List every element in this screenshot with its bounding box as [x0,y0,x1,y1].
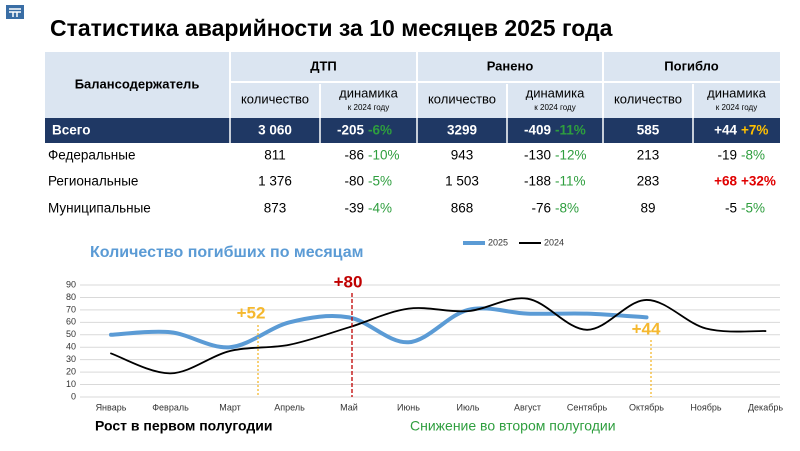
x-tick-label: Апрель [274,402,305,412]
cell-diff: -205 [337,123,365,138]
y-tick-label: 10 [66,379,76,389]
x-tick-label: Октябрь [629,402,664,412]
row-name: Региональные [48,174,138,189]
x-tick-label: Август [514,402,541,412]
cell-pct: -8% [741,148,765,163]
annotation-label: +44 [632,319,661,338]
chart-title: Количество погибших по месяцам [90,244,363,261]
cell-count: 585 [637,123,660,138]
cell-diff: +44 [714,123,737,138]
y-tick-label: 60 [66,317,76,327]
cell-pct: -6% [368,123,392,138]
table-first-header: Балансодержатель [75,76,200,91]
logo [6,5,24,19]
cell-count: 89 [640,201,655,216]
page-title: Статистика аварийности за 10 месяцев 202… [50,15,613,41]
cell-pct: -4% [368,201,392,216]
annotation-label: +52 [237,303,266,322]
subheader-count: количество [614,91,682,106]
y-tick-label: 80 [66,292,76,302]
cell-diff: +68 [714,174,737,189]
group-header: Погибло [664,58,718,73]
cell-count: 283 [637,174,660,189]
y-tick-label: 40 [66,342,76,352]
legend-label: 2025 [488,237,508,247]
cell-diff: -409 [524,123,551,138]
cell-diff: -39 [344,201,364,216]
cell-count: 213 [637,148,660,163]
cell-diff: -5 [725,201,737,216]
x-tick-label: Февраль [152,402,189,412]
cell-diff: -80 [344,174,364,189]
group-header: Ранено [487,58,534,73]
cell-pct: +32% [741,174,776,189]
y-tick-label: 0 [71,391,76,401]
subheader-count: количество [241,91,309,106]
x-tick-label: Март [219,402,241,412]
series-line [109,306,649,350]
cell-diff: -188 [524,174,551,189]
row-name: Всего [52,123,90,138]
cell-pct: -11% [555,123,586,138]
y-tick-label: 30 [66,354,76,364]
cell-pct: -5% [368,174,392,189]
cell-diff: -86 [344,148,364,163]
cell-pct: -10% [368,148,400,163]
cell-pct: -8% [555,201,579,216]
x-tick-label: Январь [96,402,127,412]
legend-label: 2024 [544,237,564,247]
x-tick-label: Декабрь [748,402,783,412]
row-name: Муниципальные [48,201,151,216]
y-tick-label: 90 [66,279,76,289]
table-header-bg [45,52,780,118]
cell-count: 3299 [447,123,477,138]
subheader-dynamics: динамика [339,85,398,100]
cell-pct: -5% [741,201,765,216]
series-line [110,297,767,375]
cell-count: 1 503 [445,174,479,189]
subheader-note: к 2024 году [716,103,757,112]
y-tick-label: 20 [66,366,76,376]
x-tick-label: Сентябрь [567,402,608,412]
cell-pct: +7% [741,123,768,138]
cell-diff: -130 [524,148,551,163]
subheader-dynamics: динамика [526,85,585,100]
cell-pct: -11% [555,174,586,189]
annotation-label: +80 [334,272,363,291]
x-tick-label: Июнь [397,402,420,412]
subheader-note: к 2024 году [348,103,389,112]
cell-pct: -12% [555,148,587,163]
cell-count: 943 [451,148,474,163]
cell-diff: -76 [531,201,551,216]
cell-count: 3 060 [258,123,292,138]
y-tick-label: 70 [66,304,76,314]
total-row-bg [45,118,780,143]
cell-count: 1 376 [258,174,292,189]
row-name: Федеральные [48,148,135,163]
cell-diff: -19 [717,148,737,163]
chart-note: Снижение во втором полугодии [410,418,616,434]
subheader-dynamics: динамика [707,85,766,100]
chart-note: Рост в первом полугодии [95,418,272,434]
group-header: ДТП [310,58,337,73]
y-tick-label: 50 [66,329,76,339]
cell-count: 868 [451,201,474,216]
x-tick-label: Июль [457,402,480,412]
subheader-note: к 2024 году [534,103,575,112]
x-tick-label: Ноябрь [690,402,722,412]
cell-count: 873 [264,201,287,216]
subheader-count: количество [428,91,496,106]
x-tick-label: Май [340,402,358,412]
cell-count: 811 [264,148,286,163]
